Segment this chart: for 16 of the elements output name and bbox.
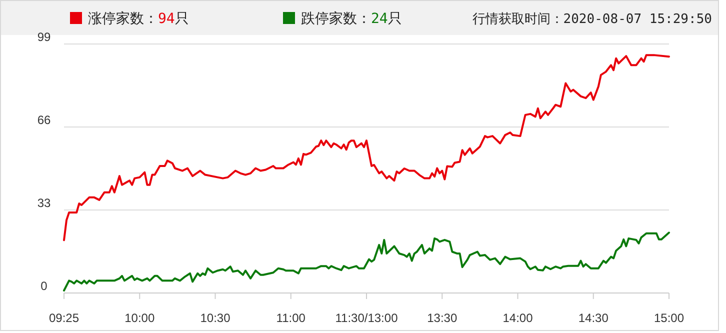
x-tick-label: 11:00 — [276, 311, 306, 325]
legend-label: 跌停家数：24只 — [301, 11, 402, 27]
x-tick-label: 10:00 — [124, 311, 155, 325]
x-tick-label: 11:30/13:00 — [335, 311, 398, 325]
x-tick-label: 15:00 — [654, 311, 684, 325]
x-tick-label: 14:30 — [578, 311, 609, 325]
text: 行情获取时间：2020-08-07 15:29:50 — [472, 12, 712, 27]
y-tick-label: 0 — [40, 279, 48, 293]
x-tick-label: 14:00 — [502, 311, 534, 325]
legend-label: 涨停家数：94只 — [88, 11, 189, 27]
x-tick-label: 13:30 — [427, 311, 458, 325]
y-tick-label: 99 — [37, 30, 51, 44]
y-tick-label: 66 — [37, 113, 51, 127]
x-tick-label: 09:25 — [48, 311, 80, 325]
y-tick-label: 33 — [37, 196, 51, 210]
x-tick-label: 10:30 — [200, 311, 231, 325]
